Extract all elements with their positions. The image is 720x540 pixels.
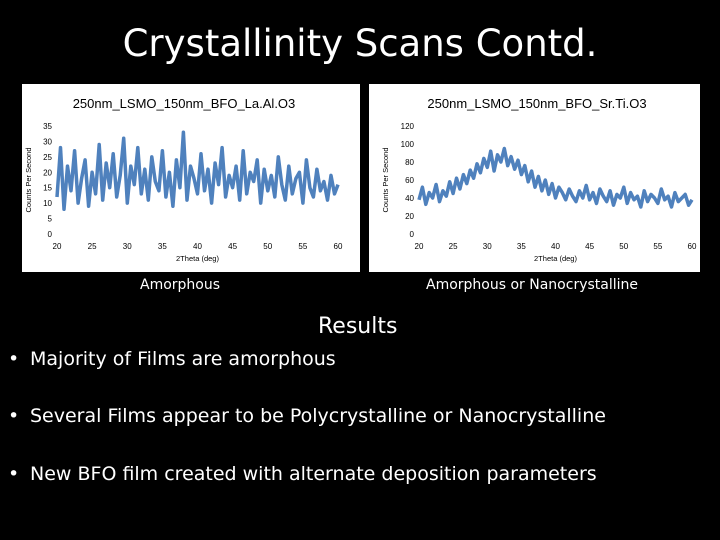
y-tick-label: 15 bbox=[43, 184, 52, 193]
bullet-dot-icon: • bbox=[8, 405, 20, 427]
chart-lao: 250nm_LSMO_150nm_BFO_La.Al.O3 0 5 10 15 20 25 3… bbox=[24, 96, 343, 263]
y-tick-label: 100 bbox=[401, 140, 415, 149]
x-tick-label: 60 bbox=[688, 242, 697, 251]
y-tick-label: 0 bbox=[410, 230, 415, 239]
x-tick-label: 30 bbox=[123, 242, 132, 251]
x-tick-label: 35 bbox=[517, 242, 526, 251]
x-tick-label: 25 bbox=[88, 242, 97, 251]
y-tick-label: 25 bbox=[43, 153, 52, 162]
y-tick-label: 5 bbox=[48, 215, 53, 224]
x-tick-label: 55 bbox=[653, 242, 662, 251]
bullet-text: Several Films appear to be Polycrystalli… bbox=[30, 405, 606, 427]
chart-title: 250nm_LSMO_150nm_BFO_La.Al.O3 bbox=[73, 96, 296, 111]
chart-title: 250nm_LSMO_150nm_BFO_Sr.Ti.O3 bbox=[427, 96, 646, 111]
y-tick-label: 10 bbox=[43, 199, 52, 208]
y-tick-label: 40 bbox=[405, 194, 414, 203]
x-tick-label: 20 bbox=[53, 242, 62, 251]
bullet-text: New BFO film created with alternate depo… bbox=[30, 463, 597, 485]
x-axis-label: 2Theta (deg) bbox=[534, 254, 577, 263]
series-line bbox=[55, 130, 340, 212]
x-tick-label: 20 bbox=[415, 242, 424, 251]
y-axis-label: Counts Per Second bbox=[24, 147, 33, 212]
y-tick-label: 20 bbox=[43, 168, 52, 177]
results-heading: Results bbox=[318, 314, 398, 339]
y-tick-label: 20 bbox=[405, 212, 414, 221]
series-line bbox=[417, 146, 694, 209]
x-tick-label: 50 bbox=[619, 242, 628, 251]
slide-title: Crystallinity Scans Contd. bbox=[122, 22, 598, 65]
x-tick-label: 40 bbox=[193, 242, 202, 251]
chart-panel-lao: 250nm_LSMO_150nm_BFO_La.Al.O3 0 5 10 15 20 25 3… bbox=[22, 84, 360, 272]
x-tick-label: 60 bbox=[334, 242, 343, 251]
x-tick-label: 45 bbox=[585, 242, 594, 251]
x-tick-label: 25 bbox=[449, 242, 458, 251]
bullet-item: • Several Films appear to be Polycrystall… bbox=[8, 405, 606, 427]
x-axis-label: 2Theta (deg) bbox=[176, 254, 219, 263]
y-tick-label: 35 bbox=[43, 122, 52, 131]
y-tick-label: 60 bbox=[405, 176, 414, 185]
chart-sto: 250nm_LSMO_150nm_BFO_Sr.Ti.O302040608010… bbox=[381, 96, 697, 263]
x-tick-label: 50 bbox=[263, 242, 272, 251]
y-axis-label: Counts Per Second bbox=[381, 147, 390, 212]
caption-lao: Amorphous bbox=[140, 277, 221, 293]
caption-sto: Amorphous or Nanocrystalline bbox=[426, 277, 638, 293]
x-tick-label: 35 bbox=[158, 242, 167, 251]
x-tick-label: 55 bbox=[298, 242, 307, 251]
y-tick-label: 0 bbox=[48, 230, 53, 239]
bullet-item: • New BFO film created with alternate dep… bbox=[8, 463, 597, 485]
x-tick-label: 40 bbox=[551, 242, 560, 251]
bullet-text: Majority of Films are amorphous bbox=[30, 348, 336, 370]
bullet-dot-icon: • bbox=[8, 463, 20, 485]
y-tick-label: 120 bbox=[401, 122, 415, 131]
chart-panel-sto: 250nm_LSMO_150nm_BFO_Sr.Ti.O3 0 20 40 60 80 10… bbox=[369, 84, 700, 272]
x-tick-label: 45 bbox=[228, 242, 237, 251]
y-tick-label: 80 bbox=[405, 158, 414, 167]
bullet-dot-icon: • bbox=[8, 348, 20, 370]
bullet-item: • Majority of Films are amorphous bbox=[8, 348, 336, 370]
x-tick-label: 30 bbox=[483, 242, 492, 251]
y-tick-label: 30 bbox=[43, 137, 52, 146]
